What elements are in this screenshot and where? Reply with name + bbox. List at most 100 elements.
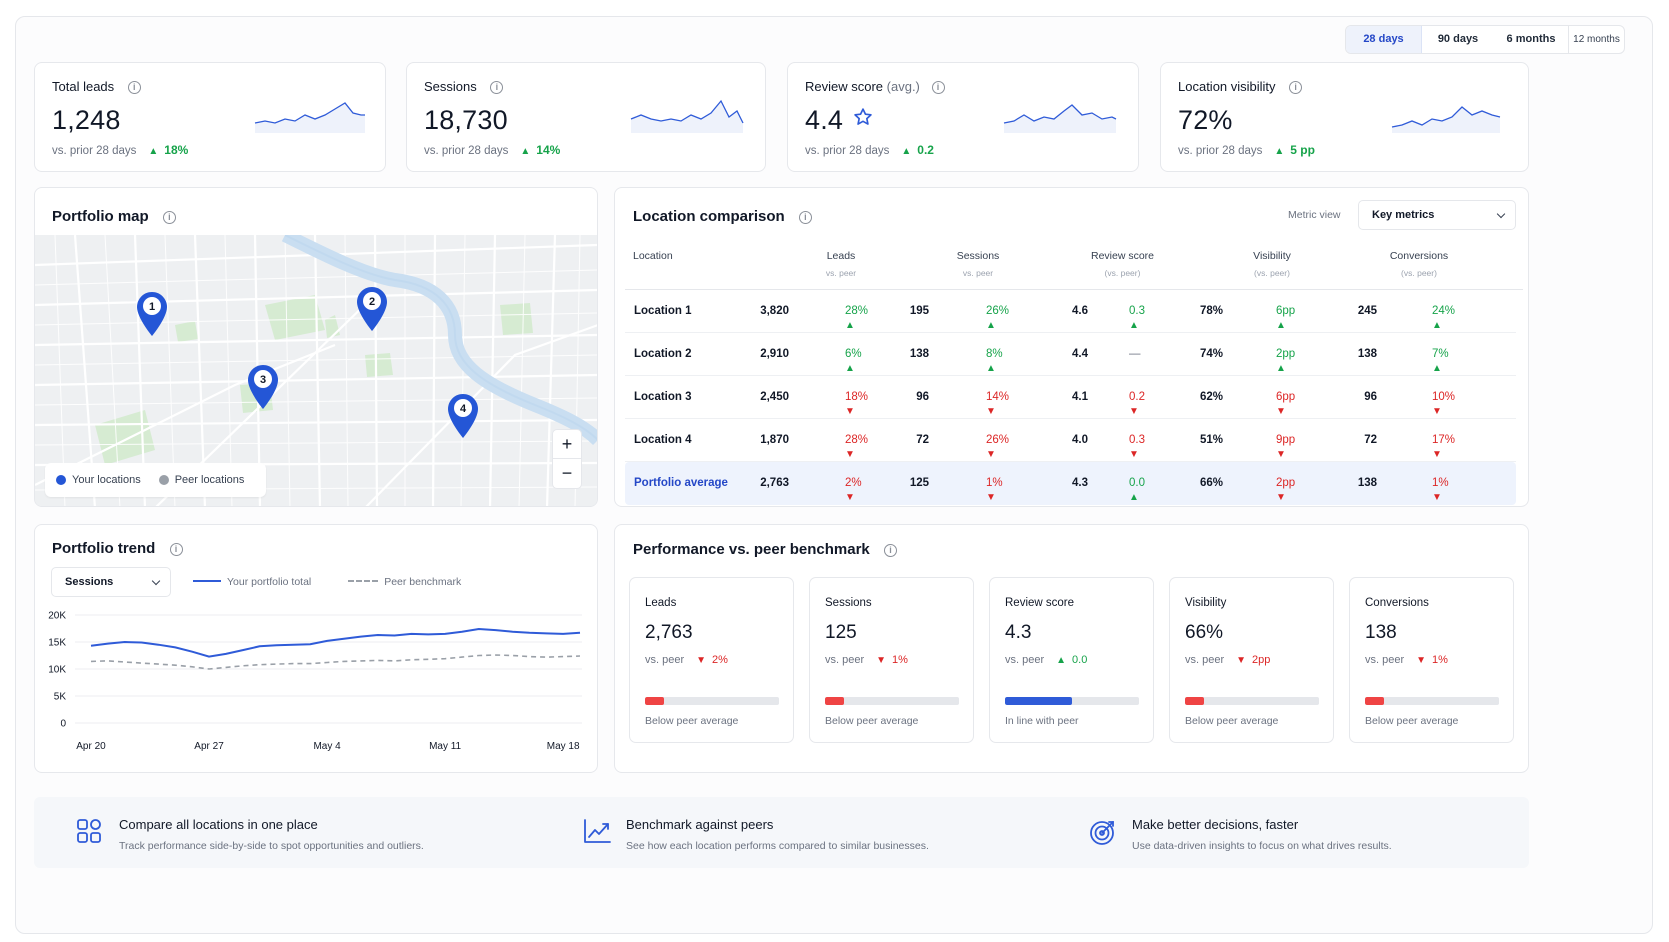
period-90-days[interactable]: 90 days <box>1437 33 1479 45</box>
zoom-out-button[interactable]: − <box>561 463 573 483</box>
up-arrow-icon: ▲ <box>1276 320 1286 331</box>
down-arrow-icon: ▼ <box>845 406 855 417</box>
table-row[interactable]: Location 3 2,450 ▼ 18% 96 ▼ 14% 4.1 ▼ 0.2 62% ▼ 6pp 9… <box>625 376 1516 419</box>
period-6-months[interactable]: 6 months <box>1506 33 1556 45</box>
column-header: Conversions (vs. peer) <box>1389 250 1449 278</box>
period-selector[interactable]: 28 days 90 days 6 months 12 months <box>1345 25 1625 54</box>
cell-delta: ▲ 6% <box>845 348 862 374</box>
legend-your-locations: Your locations <box>72 474 141 486</box>
info-icon[interactable]: i <box>169 542 183 556</box>
feature-title: Benchmark against peers <box>626 817 774 832</box>
benchmark-value: 2,763 <box>645 622 693 643</box>
benchmark-progress-fill <box>825 697 844 705</box>
column-header: Leads vs. peer <box>825 250 857 278</box>
features-footer: Compare all locations in one place Track… <box>34 797 1529 868</box>
location-name: Location 2 <box>634 348 692 360</box>
pin-label: 4 <box>460 403 467 415</box>
down-arrow-icon: ▼ <box>1416 655 1427 666</box>
location-name: Portfolio average <box>634 477 728 489</box>
cell-delta: ▲ 6pp <box>1276 305 1296 331</box>
trend-chart: 20K 15K 10K 5K 0 Apr 20 Apr 27 May 4 May 11 May 1… <box>48 611 582 752</box>
cell-delta: ▼ 9pp <box>1276 434 1296 460</box>
pin-label: 2 <box>369 296 375 308</box>
cell-delta: ▲ 26% <box>986 305 1010 331</box>
info-icon[interactable]: i <box>1289 81 1303 95</box>
your-locations-dot <box>56 475 66 485</box>
y-tick-label: 5K <box>54 692 67 703</box>
kpi-compare: vs. prior 28 days <box>805 145 890 157</box>
location-pin-2[interactable]: 2 <box>355 285 389 333</box>
trend-metric-select[interactable]: Sessions <box>51 567 171 597</box>
trend-chart-icon <box>584 819 611 843</box>
up-arrow-icon: ▲ <box>1056 655 1067 666</box>
cell-value: 78% <box>1199 305 1223 317</box>
period-28-days[interactable]: 28 days <box>1346 26 1422 53</box>
benchmark-status: Below peer average <box>1365 715 1459 727</box>
x-tick-label: May 4 <box>313 741 341 752</box>
info-icon[interactable]: i <box>162 210 176 224</box>
info-icon[interactable]: i <box>798 210 812 224</box>
table-row[interactable]: Location 4 1,870 ▼ 28% 72 ▼ 26% 4.0 ▼ 0.3 51% ▼ 9pp 7… <box>625 419 1516 462</box>
grid-icon <box>77 819 101 843</box>
cell-delta: ▼ 6pp <box>1276 391 1296 417</box>
kpi-value: 72% <box>1178 105 1233 135</box>
trend-legend: Your portfolio total Peer benchmark <box>193 576 461 588</box>
metric-view-label: Metric view <box>1288 209 1341 221</box>
kpi-value: 1,248 <box>52 105 121 135</box>
cell-delta: ▲ 2pp <box>1276 348 1296 374</box>
cell-value: 2,910 <box>760 348 789 360</box>
period-12-months[interactable]: 12 months <box>1568 26 1624 53</box>
feature-item: Benchmark against peers See how each loc… <box>574 797 1044 868</box>
cell-value: 4.6 <box>1072 305 1088 317</box>
kpi-card-review-score: Review score (avg.) i 4.4 vs. prior 28 d… <box>787 62 1139 172</box>
cell-value: 245 <box>1357 305 1377 317</box>
benchmark-progress-fill <box>1005 697 1072 705</box>
info-icon[interactable]: i <box>931 81 945 95</box>
metric-view-select[interactable]: Key metrics <box>1358 200 1516 230</box>
benchmark-delta: ▼ 2pp <box>1236 654 1271 666</box>
cell-delta: ▼ 14% <box>986 391 1010 417</box>
info-icon[interactable]: i <box>127 81 141 95</box>
map-canvas[interactable]: 1 2 3 4 Your locations Peer locations + … <box>35 235 597 506</box>
location-pin-3[interactable]: 3 <box>246 363 280 411</box>
down-arrow-icon: ▼ <box>1432 492 1442 503</box>
cell-delta: ▲ 28% <box>845 305 869 331</box>
info-icon[interactable]: i <box>883 543 897 557</box>
cell-delta: ▼ 2pp <box>1276 477 1296 503</box>
portfolio-trend-card: Portfolio trend i Sessions Your portfoli… <box>34 524 598 773</box>
benchmark-progress-bar <box>1365 697 1499 705</box>
location-pin-4[interactable]: 4 <box>446 392 480 440</box>
up-arrow-icon: ▲ <box>1432 320 1442 331</box>
table-row[interactable]: Location 1 3,820 ▲ 28% 195 ▲ 26% 4.6 ▲ 0.3 78% ▲ 6pp… <box>625 290 1516 333</box>
location-name: Location 4 <box>634 434 692 446</box>
column-header: Visibility (vs. peer) <box>1253 250 1291 278</box>
y-tick-label: 20K <box>48 611 66 622</box>
location-pin-1[interactable]: 1 <box>135 290 169 338</box>
cell-value: 51% <box>1199 434 1223 446</box>
benchmark-progress-bar <box>645 697 779 705</box>
peer-locations-dot <box>158 475 169 485</box>
down-arrow-icon: ▼ <box>1129 406 1139 417</box>
benchmark-status: In line with peer <box>1005 715 1079 727</box>
section-title: Location comparison <box>633 208 785 225</box>
benchmark-delta: ▲ 0.0 <box>1056 654 1088 666</box>
cell-value: 62% <box>1199 391 1223 403</box>
benchmark-delta: ▼ 2% <box>696 654 728 666</box>
info-icon[interactable]: i <box>490 81 504 95</box>
table-row-portfolio-average[interactable]: Portfolio average 2,763 ▼ 2% 125 ▼ 1% 4.3 ▲ 0.0 66… <box>625 462 1516 505</box>
up-arrow-icon: ▲ <box>148 146 159 157</box>
table-row[interactable]: Location 2 2,910 ▲ 6% 138 ▲ 8% 4.4 — 74% ▲ 2pp 138 ▲ 7… <box>625 333 1516 376</box>
benchmark-value: 138 <box>1365 622 1397 643</box>
zoom-in-button[interactable]: + <box>553 430 581 459</box>
cell-value: 138 <box>1357 477 1377 489</box>
up-arrow-icon: ▲ <box>520 146 531 157</box>
cell-value: 72 <box>1364 434 1377 446</box>
kpi-title: Total leads <box>52 79 115 94</box>
cell-delta: ▼ 1% <box>986 477 1003 503</box>
up-arrow-icon: ▲ <box>1274 146 1285 157</box>
cell-value: 4.1 <box>1072 391 1088 403</box>
cell-delta: ▲ 0.3 <box>1129 305 1145 331</box>
map-streets <box>35 235 597 506</box>
down-arrow-icon: ▼ <box>986 406 996 417</box>
cell-value: 125 <box>909 477 929 489</box>
